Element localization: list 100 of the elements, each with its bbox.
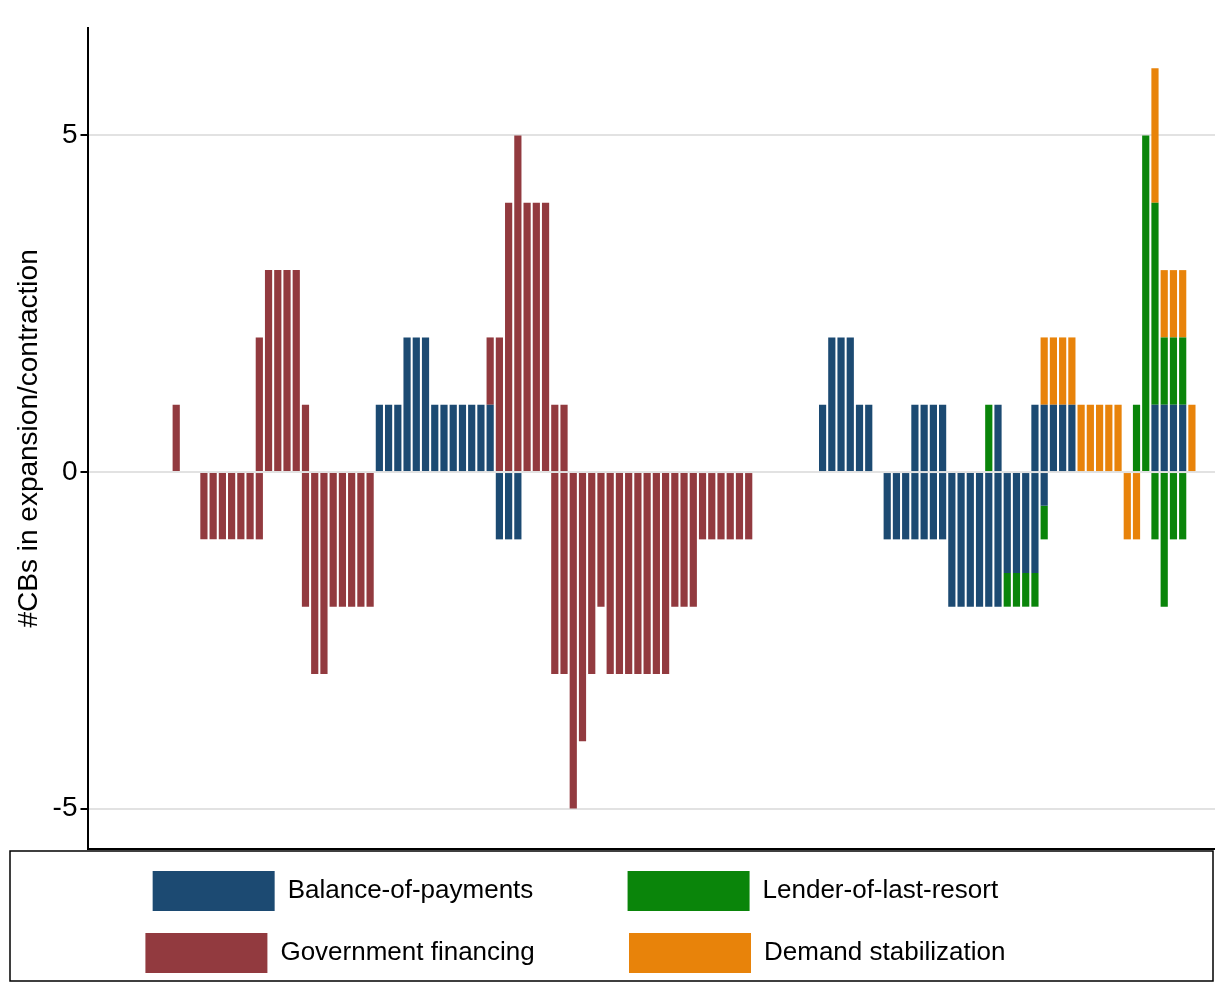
bar xyxy=(1012,573,1021,607)
bar xyxy=(1114,404,1122,472)
bar xyxy=(495,473,503,540)
bar xyxy=(902,473,910,540)
bar xyxy=(985,473,993,607)
bar xyxy=(264,270,273,472)
bar xyxy=(486,337,494,405)
bar xyxy=(818,404,827,472)
bar xyxy=(486,404,494,472)
bar xyxy=(1040,473,1048,506)
bar xyxy=(440,404,448,472)
bar xyxy=(514,135,522,472)
bar xyxy=(726,473,734,540)
bar xyxy=(975,473,984,607)
bar xyxy=(1169,473,1178,540)
bar xyxy=(366,473,374,607)
legend-label: Balance-of-payments xyxy=(287,874,606,905)
bar xyxy=(689,473,697,607)
bar xyxy=(458,404,467,472)
bar xyxy=(929,473,937,540)
bar xyxy=(837,337,845,472)
bar xyxy=(708,473,716,540)
bar xyxy=(1169,337,1178,405)
bar xyxy=(505,473,513,540)
bar xyxy=(745,473,753,540)
bar xyxy=(301,473,310,607)
bar xyxy=(551,404,559,472)
bar xyxy=(1151,473,1159,540)
y-tick-label: -5 xyxy=(52,791,78,823)
bar xyxy=(255,473,263,540)
bar xyxy=(1151,202,1159,405)
bar xyxy=(1068,337,1076,405)
bar xyxy=(920,404,928,472)
bar xyxy=(338,473,347,607)
y-axis-title: #CBs in expansion/contraction xyxy=(11,249,43,628)
bar xyxy=(717,473,725,540)
bar xyxy=(560,473,568,674)
bar xyxy=(578,473,587,742)
bar xyxy=(1132,404,1141,472)
bar xyxy=(375,404,383,472)
bar xyxy=(560,404,568,472)
bar xyxy=(1095,404,1104,472)
bar xyxy=(495,337,503,472)
bar xyxy=(1049,404,1058,472)
bar xyxy=(1132,473,1141,540)
bar xyxy=(1160,270,1168,338)
bar xyxy=(505,202,513,472)
bar xyxy=(255,337,263,472)
bar xyxy=(1151,68,1159,203)
bar xyxy=(939,473,947,540)
bar xyxy=(1022,473,1030,574)
bar xyxy=(615,473,624,674)
bar xyxy=(532,202,540,472)
bar xyxy=(412,337,420,472)
bar xyxy=(403,337,411,472)
bar xyxy=(680,473,688,607)
bar xyxy=(1077,404,1085,472)
bar xyxy=(1142,135,1150,472)
bar xyxy=(1040,505,1048,540)
bar xyxy=(1160,337,1168,405)
bar xyxy=(228,473,236,540)
bar xyxy=(948,473,956,607)
bar xyxy=(1040,404,1048,472)
bar xyxy=(1022,573,1030,607)
bar xyxy=(911,473,919,540)
bar xyxy=(1031,473,1039,574)
bar xyxy=(1068,404,1076,472)
bar xyxy=(1049,337,1058,405)
bar xyxy=(883,473,891,540)
bar xyxy=(301,404,310,472)
bar xyxy=(1151,404,1159,472)
bar xyxy=(828,337,836,472)
bar xyxy=(541,202,550,472)
bar xyxy=(1169,270,1178,338)
legend-label: Government financing xyxy=(280,936,608,967)
bar xyxy=(394,404,402,472)
bar xyxy=(911,404,919,472)
bar xyxy=(606,473,614,674)
bar xyxy=(1179,473,1187,540)
bar xyxy=(569,473,577,809)
bar xyxy=(1160,473,1168,607)
bar xyxy=(846,337,854,472)
bar xyxy=(1059,337,1067,405)
bar xyxy=(246,473,254,540)
bar xyxy=(449,404,457,472)
bar xyxy=(274,270,282,472)
bar xyxy=(384,404,393,472)
bar xyxy=(597,473,605,607)
bar xyxy=(1031,573,1039,607)
bar xyxy=(994,404,1002,472)
bar xyxy=(892,473,901,540)
bar xyxy=(929,404,937,472)
bar xyxy=(634,473,642,674)
bar xyxy=(865,404,873,472)
bar xyxy=(1188,404,1196,472)
bar xyxy=(329,473,337,607)
bar xyxy=(431,404,439,472)
bar xyxy=(652,473,660,674)
bar xyxy=(662,473,670,674)
bar xyxy=(1012,473,1021,574)
